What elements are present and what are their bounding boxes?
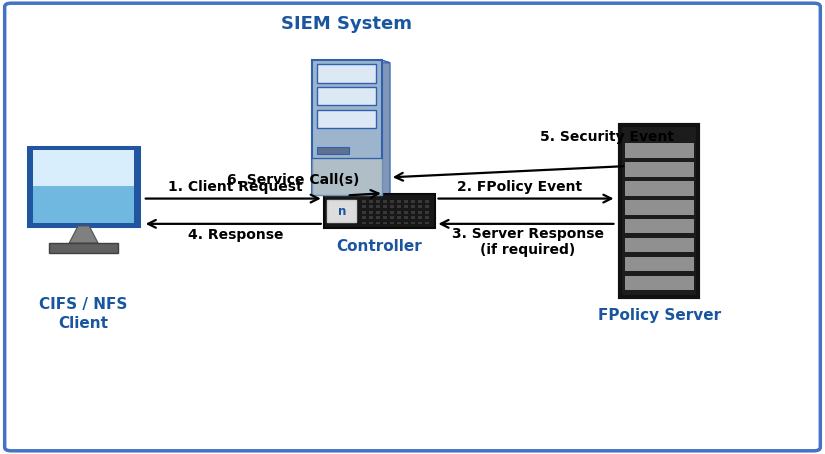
FancyBboxPatch shape [404, 216, 408, 219]
FancyBboxPatch shape [411, 200, 415, 203]
FancyBboxPatch shape [362, 211, 366, 213]
FancyBboxPatch shape [397, 200, 401, 203]
FancyBboxPatch shape [28, 147, 139, 226]
FancyBboxPatch shape [620, 125, 698, 297]
FancyBboxPatch shape [376, 222, 380, 224]
FancyBboxPatch shape [625, 143, 694, 158]
FancyBboxPatch shape [425, 211, 429, 213]
Text: 2. FPolicy Event: 2. FPolicy Event [457, 180, 582, 194]
Text: 1. Client Request: 1. Client Request [168, 180, 303, 194]
FancyBboxPatch shape [312, 60, 382, 195]
FancyBboxPatch shape [369, 211, 373, 213]
FancyBboxPatch shape [404, 200, 408, 203]
FancyBboxPatch shape [324, 194, 435, 228]
Text: CIFS / NFS
Client: CIFS / NFS Client [40, 297, 128, 331]
FancyBboxPatch shape [390, 216, 394, 219]
Text: 5. Security Event: 5. Security Event [540, 130, 674, 144]
FancyBboxPatch shape [418, 222, 422, 224]
FancyBboxPatch shape [404, 211, 408, 213]
Text: n: n [337, 205, 346, 218]
FancyBboxPatch shape [318, 87, 376, 105]
FancyBboxPatch shape [369, 200, 373, 203]
FancyBboxPatch shape [50, 243, 118, 253]
FancyBboxPatch shape [318, 64, 376, 83]
FancyBboxPatch shape [625, 181, 694, 196]
FancyBboxPatch shape [390, 211, 394, 213]
FancyBboxPatch shape [418, 200, 422, 203]
FancyBboxPatch shape [376, 211, 380, 213]
Text: 4. Response: 4. Response [188, 228, 284, 242]
FancyBboxPatch shape [5, 3, 820, 451]
FancyBboxPatch shape [411, 206, 415, 208]
FancyBboxPatch shape [625, 200, 694, 215]
FancyBboxPatch shape [362, 216, 366, 219]
FancyBboxPatch shape [362, 200, 366, 203]
FancyBboxPatch shape [411, 216, 415, 219]
FancyBboxPatch shape [425, 216, 429, 219]
FancyBboxPatch shape [418, 216, 422, 219]
FancyBboxPatch shape [369, 206, 373, 208]
Text: FPolicy Server: FPolicy Server [597, 308, 721, 323]
FancyBboxPatch shape [362, 222, 366, 224]
FancyBboxPatch shape [369, 222, 373, 224]
FancyBboxPatch shape [376, 206, 380, 208]
FancyBboxPatch shape [397, 216, 401, 219]
FancyBboxPatch shape [411, 211, 415, 213]
Polygon shape [69, 226, 98, 243]
FancyBboxPatch shape [418, 206, 422, 208]
FancyBboxPatch shape [397, 211, 401, 213]
FancyBboxPatch shape [318, 147, 349, 154]
FancyBboxPatch shape [390, 206, 394, 208]
FancyBboxPatch shape [376, 200, 380, 203]
FancyBboxPatch shape [383, 222, 387, 224]
FancyBboxPatch shape [383, 216, 387, 219]
FancyBboxPatch shape [369, 216, 373, 219]
FancyBboxPatch shape [318, 109, 376, 128]
FancyBboxPatch shape [328, 200, 356, 222]
FancyBboxPatch shape [425, 200, 429, 203]
FancyBboxPatch shape [312, 158, 382, 195]
FancyBboxPatch shape [397, 206, 401, 208]
Text: 6. Service Call(s): 6. Service Call(s) [227, 173, 360, 187]
FancyBboxPatch shape [383, 200, 387, 203]
FancyBboxPatch shape [404, 206, 408, 208]
FancyBboxPatch shape [362, 206, 366, 208]
FancyBboxPatch shape [404, 222, 408, 224]
FancyBboxPatch shape [425, 206, 429, 208]
FancyBboxPatch shape [390, 222, 394, 224]
FancyBboxPatch shape [376, 216, 380, 219]
Text: Controller: Controller [337, 239, 422, 254]
FancyBboxPatch shape [625, 238, 694, 252]
FancyBboxPatch shape [383, 211, 387, 213]
FancyBboxPatch shape [625, 163, 694, 177]
FancyBboxPatch shape [625, 257, 694, 271]
FancyBboxPatch shape [411, 222, 415, 224]
FancyBboxPatch shape [625, 219, 694, 233]
FancyBboxPatch shape [33, 187, 134, 223]
FancyBboxPatch shape [383, 206, 387, 208]
FancyBboxPatch shape [397, 222, 401, 224]
FancyBboxPatch shape [33, 150, 134, 187]
FancyBboxPatch shape [390, 200, 394, 203]
Text: SIEM System: SIEM System [281, 15, 412, 33]
Text: 3. Server Response
(if required): 3. Server Response (if required) [451, 227, 604, 257]
Polygon shape [312, 60, 390, 63]
Polygon shape [382, 60, 390, 195]
FancyBboxPatch shape [425, 222, 429, 224]
FancyBboxPatch shape [418, 211, 422, 213]
FancyBboxPatch shape [625, 276, 694, 290]
